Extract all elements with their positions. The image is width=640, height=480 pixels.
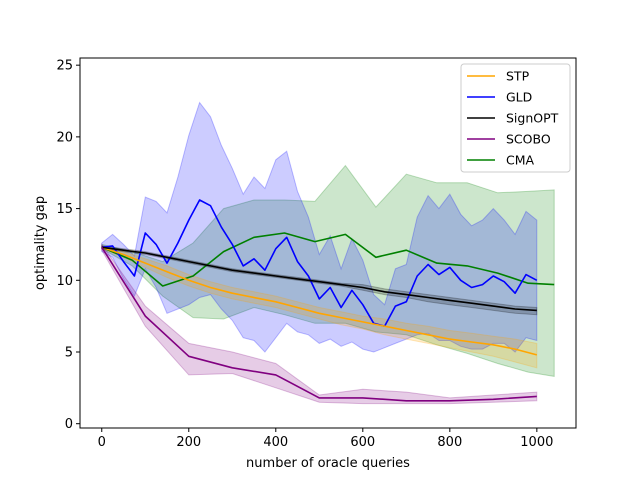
legend-box [460, 63, 571, 173]
x-tick-label: 200 [176, 435, 201, 450]
x-axis-label: number of oracle queries [246, 456, 410, 471]
y-tick-label: 15 [56, 202, 73, 217]
series-line-signopt [101, 246, 537, 312]
legend-label-scobo: SCOBO [506, 132, 551, 147]
legend: STP GLD SignOPT SCOBO CMA [460, 63, 571, 173]
band-gld [101, 101, 538, 353]
axes-frame [79, 57, 577, 429]
legend-label-gld: GLD [506, 90, 532, 105]
series-line-gld [101, 199, 538, 328]
series-line-stp [101, 246, 538, 356]
y-tick-label: 10 [56, 274, 73, 289]
x-tick-label: 1000 [520, 435, 553, 450]
x-tick-label: 800 [437, 435, 462, 450]
x-tick-label: 400 [263, 435, 288, 450]
legend-label-signopt: SignOPT [506, 111, 559, 126]
y-tick-label: 0 [65, 417, 73, 432]
y-axis-label: optimality gap [33, 196, 48, 290]
x-tick-label: 600 [350, 435, 375, 450]
band-cma [101, 164, 555, 377]
legend-label-cma: CMA [506, 153, 535, 168]
series-line-cma [101, 232, 555, 287]
x-tick-label: 0 [98, 435, 106, 450]
y-tick-label: 5 [65, 345, 73, 360]
legend-label-stp: STP [506, 69, 530, 84]
y-axis-ticks: 0 5 10 15 20 25 [56, 59, 80, 432]
band-stp [101, 245, 538, 369]
confidence-bands [101, 101, 555, 405]
series-lines [101, 199, 555, 402]
y-tick-label: 20 [56, 130, 73, 145]
band-scobo [101, 242, 538, 405]
x-axis-ticks: 0 200 400 600 800 1000 [98, 428, 553, 450]
series-line-scobo [101, 246, 537, 402]
y-tick-label: 25 [56, 59, 73, 74]
